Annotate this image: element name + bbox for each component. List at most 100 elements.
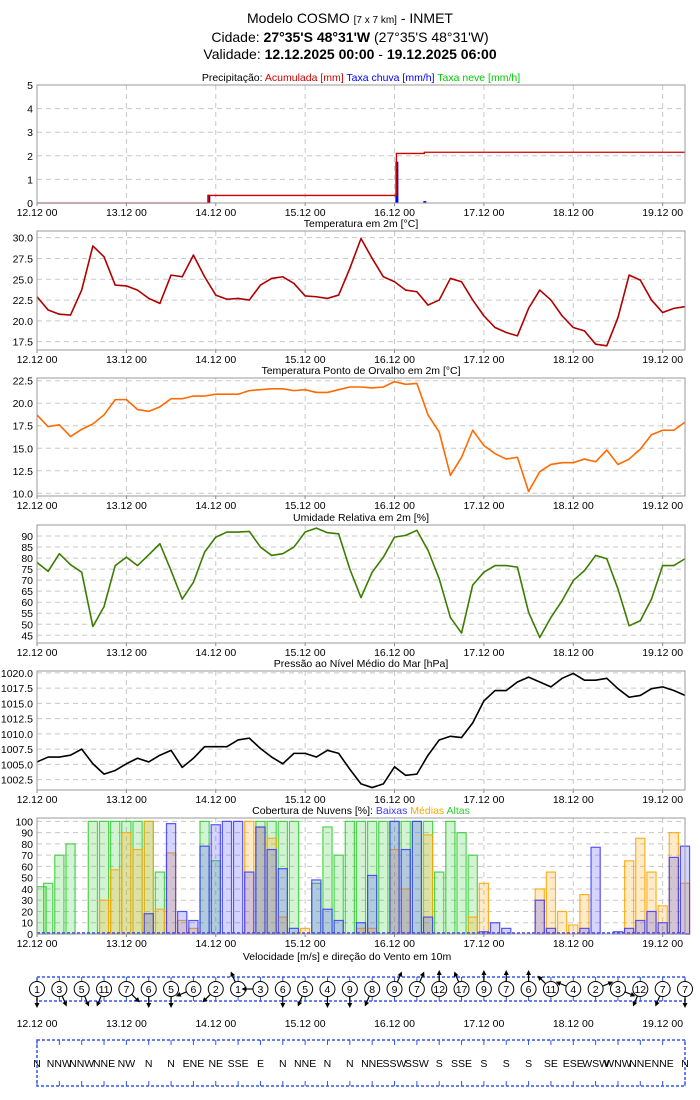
cloud-bar-altas — [355, 820, 367, 935]
x-tick-label: 17.12 00 — [463, 354, 504, 366]
cloud-bar-altas — [445, 820, 456, 935]
pressure-point — [148, 761, 150, 763]
dewpoint-point — [92, 423, 94, 425]
wind-arrowhead-icon — [629, 992, 636, 997]
wind-arrowhead-icon — [537, 975, 543, 981]
wind-speed-value: 12 — [634, 984, 646, 996]
cloud-bar-altas — [42, 882, 54, 935]
cloud-bar-baixas — [635, 919, 646, 935]
wind-direction-label: N — [145, 1058, 153, 1070]
validity-line: Validade: 12.12.2025 00:00 - 19.12.2025 … — [0, 46, 700, 63]
dewpoint-point — [639, 448, 641, 450]
temperature-point — [326, 297, 329, 300]
wind-speed-value: 7 — [123, 984, 129, 996]
humidity-point — [460, 632, 463, 634]
wind-arrowhead-icon — [397, 971, 403, 978]
wind-direction-label: ENE — [183, 1058, 205, 1070]
pressure-point — [81, 748, 83, 750]
dewpoint-point — [192, 395, 195, 397]
pressure-point — [606, 677, 608, 679]
temperature-point — [617, 316, 619, 319]
wind-direction-label: NNE — [361, 1058, 383, 1070]
x-tick-label: 19.12 00 — [642, 354, 683, 366]
y-tick-label: 1007.5 — [1, 744, 33, 756]
pressure-point — [572, 672, 574, 675]
temperature-point — [248, 299, 250, 301]
wind-speed-value: 3 — [615, 984, 621, 996]
temperature-point — [572, 326, 574, 329]
wind-speed-circle — [118, 981, 135, 997]
wind-x-tick-label: 12.12 00 — [17, 1018, 58, 1030]
wind-speed-circle — [565, 981, 582, 997]
humidity-point — [617, 588, 619, 590]
y-tick-label: 40 — [21, 884, 33, 896]
humidity-point — [148, 554, 150, 556]
wind-speed-value: 1 — [34, 984, 40, 996]
humidity-point — [170, 570, 172, 572]
y-tick-label: 45 — [21, 630, 33, 642]
pressure-point — [550, 686, 552, 688]
temperature-point — [159, 302, 161, 304]
pressure-point — [192, 757, 195, 759]
pressure-point — [293, 752, 295, 754]
temperature-point — [349, 267, 351, 270]
precip-chart: Precipitação: Acumulada [mm] Taxa chuva … — [17, 72, 686, 219]
city-coords: 27°35'S 48°31'W — [263, 29, 371, 45]
temperature-point — [595, 343, 597, 345]
x-tick-label: 18.12 00 — [553, 500, 594, 512]
wind-speed-value: 17 — [456, 984, 468, 996]
wind-arrowhead-icon — [324, 1003, 330, 1008]
humidity-point — [226, 531, 228, 533]
x-tick-label: 17.12 00 — [463, 207, 504, 219]
title-part: Médias — [407, 805, 444, 817]
pressure-point — [338, 752, 340, 754]
wind-speed-circle — [274, 981, 291, 997]
wind-direction-label: NE — [208, 1058, 223, 1070]
wind-speed-value: 7 — [503, 984, 509, 996]
temperature-point — [215, 294, 217, 296]
x-tick-label: 16.12 00 — [374, 938, 415, 950]
wind-x-tick-label: 16.12 00 — [374, 1018, 415, 1030]
humidity-point — [136, 564, 139, 567]
y-tick-label: 30.0 — [13, 233, 34, 245]
pressure-point — [58, 756, 60, 758]
cloud-bar-baixas — [277, 868, 288, 935]
cloud-bar-baixas — [177, 910, 188, 935]
dewpoint-point — [203, 395, 206, 397]
pressure-point — [349, 768, 351, 770]
y-tick-label: 20 — [21, 906, 33, 918]
humidity-point — [315, 527, 317, 529]
model-line: Modelo COSMO [7 x 7 km] - INMET — [0, 10, 700, 29]
wind-speed-value: 9 — [347, 984, 353, 996]
humidity-point — [628, 625, 630, 627]
dewpoint-point — [438, 431, 440, 433]
wind-speed-value: 7 — [414, 984, 420, 996]
humidity-chart: Umidade Relativa em 2m [%] 45505560657075… — [17, 512, 686, 659]
wind-speed-value: 6 — [190, 984, 196, 996]
cloud-bar-médias — [110, 869, 121, 935]
x-tick-label: 14.12 00 — [195, 207, 236, 219]
pressure-point — [438, 739, 440, 741]
humidity-point — [159, 543, 161, 545]
pressure-point — [416, 773, 418, 775]
humidity-point — [583, 570, 586, 572]
cloud-bar-baixas — [590, 846, 601, 935]
pressure-point — [595, 679, 597, 681]
pressure-point — [405, 774, 407, 776]
cloud-bar-baixas — [411, 820, 423, 935]
humidity-point — [595, 554, 597, 557]
temperature-point — [170, 274, 172, 276]
dewpoint-point — [69, 435, 72, 438]
y-tick-label: 3 — [27, 127, 33, 139]
y-tick-label: 27.5 — [13, 253, 34, 265]
y-tick-label: 65 — [21, 586, 33, 598]
y-tick-label: 1002.5 — [1, 775, 33, 787]
y-tick-label: 55 — [21, 608, 33, 620]
temperature-point — [416, 291, 418, 293]
y-tick-label: 17.5 — [13, 421, 34, 433]
city-label: Cidade: — [211, 29, 260, 45]
cloud-bar-baixas — [366, 874, 378, 935]
cloud-bar-médias — [623, 860, 635, 935]
x-tick-label: 17.12 00 — [463, 794, 504, 806]
pressure-point — [583, 679, 586, 681]
